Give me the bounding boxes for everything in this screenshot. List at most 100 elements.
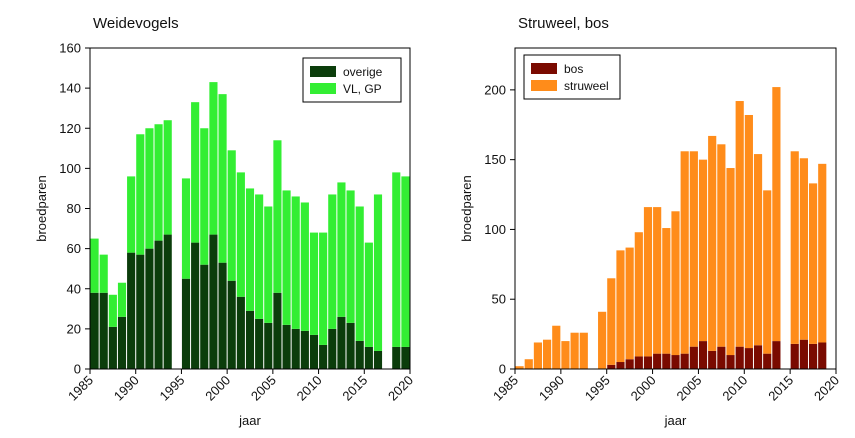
bar-overige-2005: [264, 322, 273, 369]
bar-bos-2001: [653, 353, 662, 369]
bar-struweel-1991: [561, 341, 570, 369]
bar-vl-gp-1999: [209, 82, 218, 235]
bar-vl-gp-1987: [99, 254, 108, 293]
bar-struweel-1990: [552, 325, 561, 369]
bar-bos-2009: [726, 355, 735, 369]
bar-bos-1998: [625, 359, 634, 369]
bar-vl-gp-2013: [337, 182, 346, 317]
bar-struweel-2012: [753, 154, 763, 346]
y-tick-label-150: 150: [484, 152, 506, 167]
legend-box: [523, 54, 621, 100]
bar-overige-2007: [282, 324, 291, 369]
bar-overige-2020: [401, 346, 410, 369]
bar-vl-gp-2016: [364, 242, 373, 347]
bar-struweel-2004: [680, 151, 689, 354]
bar-struweel-1999: [634, 232, 643, 357]
legend-label-1: struweel: [564, 79, 609, 93]
bar-overige-1990: [127, 252, 136, 369]
bar-vl-gp-2007: [282, 190, 291, 325]
x-tick-label-2005: 2005: [673, 373, 704, 404]
x-tick-label-1990: 1990: [536, 373, 567, 404]
x-tick-label-2000: 2000: [202, 373, 233, 404]
bar-bos-2007: [708, 350, 717, 369]
y-tick-label-100: 100: [484, 222, 506, 237]
bar-overige-1997: [191, 242, 200, 369]
bar-bos-2011: [744, 348, 753, 369]
plot-frame: [514, 47, 837, 370]
y-axis: 0 50 100 150 200: [484, 82, 515, 377]
bar-bos-2016: [790, 343, 799, 369]
bar-vl-gp-2008: [291, 196, 300, 329]
bar-bos-2000: [643, 356, 653, 369]
y-tick-label-80: 80: [67, 201, 81, 216]
chart-title: Weidevogels: [93, 15, 179, 32]
bar-overige-1996: [181, 278, 191, 369]
bar-vl-gp-1992: [145, 128, 154, 249]
legend-swatch-1: [531, 80, 557, 91]
bar-overige-1998: [200, 264, 209, 369]
bar-overige-2002: [236, 296, 245, 369]
y-axis: 0 20 40 60 80 100 120 140 160: [59, 41, 90, 377]
bar-overige-2019: [392, 346, 401, 369]
y-tick-label-200: 200: [484, 82, 506, 97]
bar-struweel-2001: [653, 207, 662, 354]
x-tick-label-2015: 2015: [765, 373, 796, 404]
bar-struweel-1998: [625, 247, 634, 360]
bar-bos-2008: [717, 346, 726, 369]
bar-vl-gp-2014: [346, 190, 355, 323]
bar-vl-gp-2002: [236, 172, 245, 297]
bar-bos-2010: [735, 346, 744, 369]
bar-bos-2003: [671, 355, 680, 369]
y-tick-label-160: 160: [59, 41, 81, 56]
y-tick-label-40: 40: [67, 281, 81, 296]
x-tick-label-2010: 2010: [294, 373, 325, 404]
bar-overige-2013: [337, 316, 346, 369]
y-tick-label-50: 50: [492, 292, 506, 307]
bar-bos-2013: [763, 353, 772, 369]
bar-struweel-1997: [616, 250, 625, 363]
bar-vl-gp-2004: [255, 194, 264, 319]
bar-struweel-2011: [744, 114, 753, 349]
bar-vl-gp-2011: [319, 232, 328, 345]
bar-vl-gp-1994: [163, 120, 172, 235]
chart-1: Weidevogels 0 20 40 60 80 100 120 140 160 1985 1990…: [34, 15, 416, 428]
bar-overige-1986: [90, 292, 99, 369]
bar-vl-gp-2015: [355, 206, 364, 341]
bar-overige-2010: [309, 334, 319, 369]
x-axis: 1985 1990 1995 2000 2005 2010 2015 2020: [65, 369, 416, 404]
legend: bos struweel: [523, 54, 621, 100]
bar-vl-gp-1996: [181, 178, 191, 279]
bar-overige-2009: [300, 330, 309, 369]
legend-swatch-0: [531, 63, 557, 74]
bar-overige-1989: [117, 316, 127, 369]
bar-vl-gp-1993: [154, 124, 163, 241]
x-tick-label-1995: 1995: [582, 373, 613, 404]
bar-struweel-2008: [717, 144, 726, 347]
bar-struweel-2007: [708, 135, 717, 351]
y-tick-label-100: 100: [59, 161, 81, 176]
bars: [90, 82, 410, 370]
x-tick-label-2005: 2005: [248, 373, 279, 404]
bar-vl-gp-2001: [227, 150, 236, 281]
bar-bos-2017: [799, 339, 808, 369]
bar-vl-gp-2005: [264, 206, 273, 323]
bar-struweel-2019: [818, 163, 827, 343]
bar-struweel-1992: [570, 332, 579, 369]
bar-vl-gp-1989: [117, 282, 127, 317]
bar-struweel-2002: [662, 228, 671, 354]
bar-bos-2012: [753, 345, 763, 369]
bar-struweel-1993: [579, 332, 588, 369]
chart-title: Struweel, bos: [518, 15, 609, 32]
bar-bos-2018: [808, 343, 818, 369]
bar-overige-2008: [291, 328, 300, 370]
bar-struweel-2013: [763, 190, 772, 354]
x-tick-label-1985: 1985: [65, 373, 96, 404]
x-axis-label: jaar: [238, 413, 261, 428]
y-tick-label-140: 140: [59, 81, 81, 96]
bar-vl-gp-2017: [373, 194, 383, 351]
bar-vl-gp-2019: [392, 172, 401, 347]
bar-bos-1997: [616, 362, 625, 369]
bar-struweel-2009: [726, 168, 735, 356]
